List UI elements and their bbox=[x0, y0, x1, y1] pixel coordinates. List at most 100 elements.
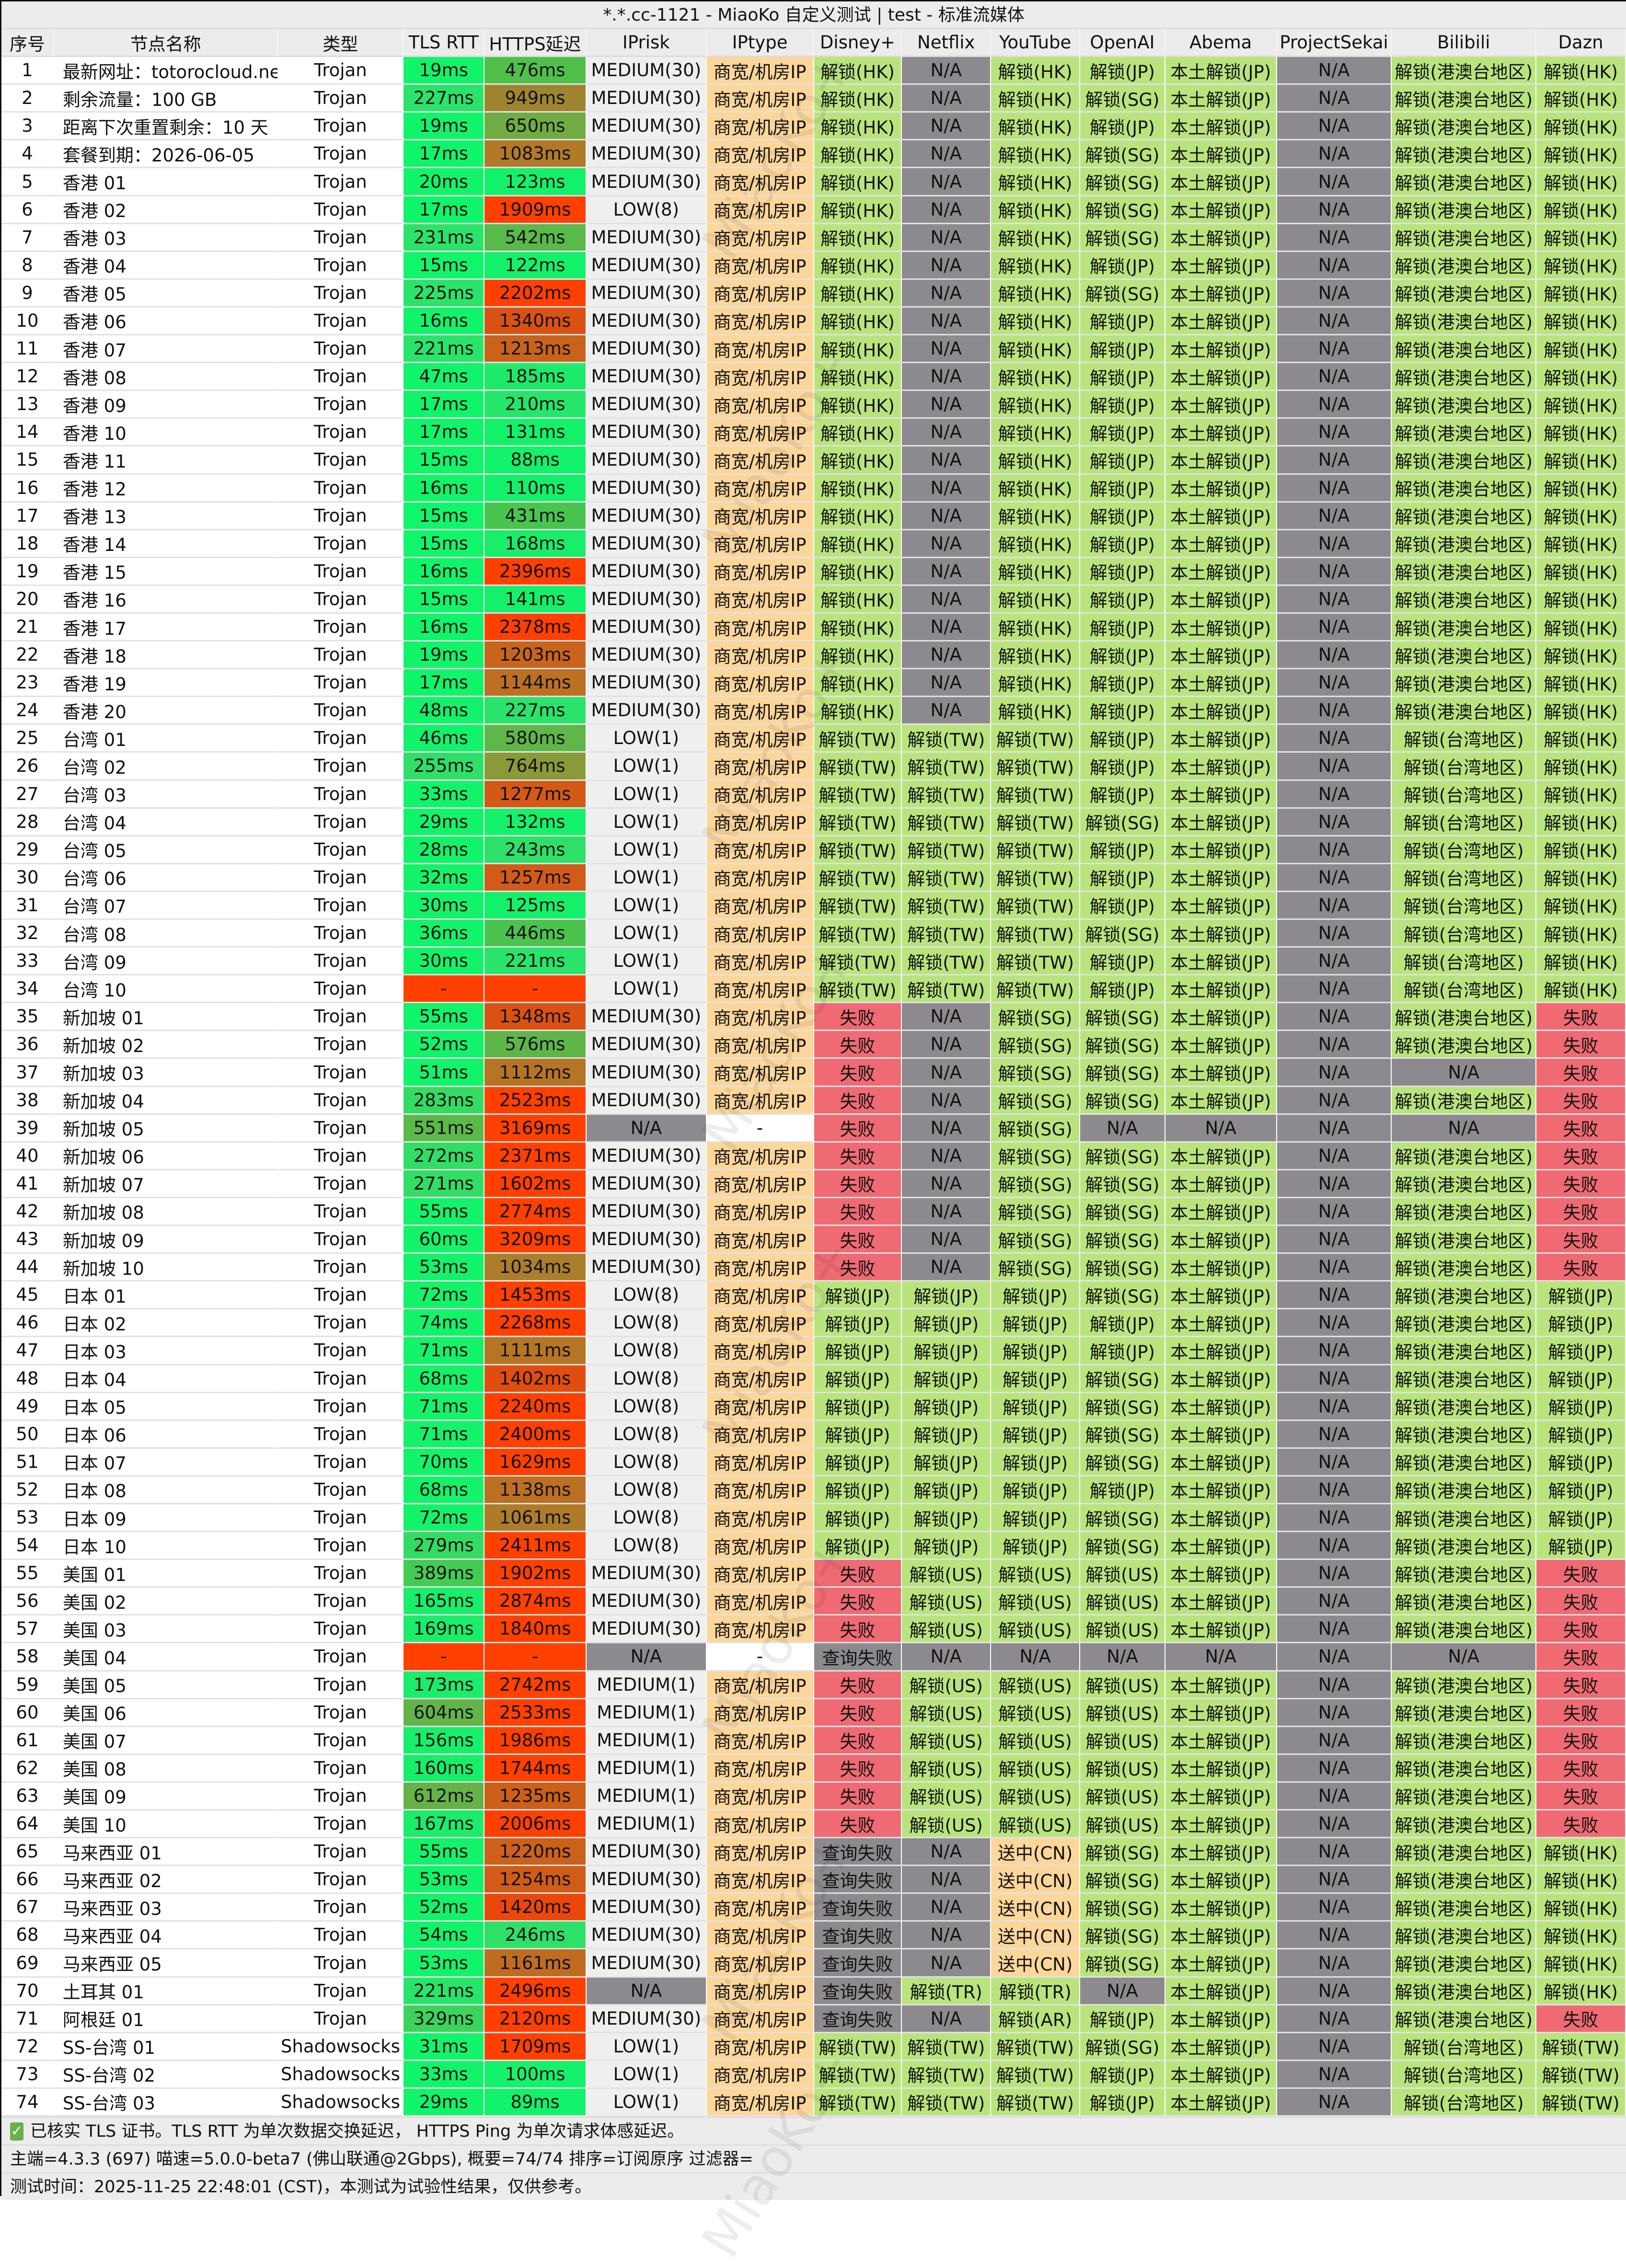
table-row[interactable]: 33 台湾 09 Trojan 30ms 221ms LOW(1) 商宽/机房IP 解锁(TW… bbox=[1, 948, 1626, 976]
column-header-youtube[interactable]: YouTube bbox=[991, 29, 1080, 57]
table-row[interactable]: 26 台湾 02 Trojan 255ms 764ms LOW(1) 商宽/机房IP 解锁(T… bbox=[1, 753, 1626, 781]
table-row[interactable]: 32 台湾 08 Trojan 36ms 446ms LOW(1) 商宽/机房IP 解锁(TW… bbox=[1, 920, 1626, 948]
cell-iptype: 商宽/机房IP bbox=[706, 613, 814, 642]
cell-youtube: 解锁(HK) bbox=[991, 697, 1080, 725]
table-row[interactable]: 68 马来西亚 04 Trojan 54ms 246ms MEDIUM(30) 商宽/机房I… bbox=[1, 1922, 1626, 1950]
table-row[interactable]: 19 香港 15 Trojan 16ms 2396ms MEDIUM(30) 商宽/机房IP… bbox=[1, 558, 1626, 586]
table-row[interactable]: 72 SS-台湾 01 Shadowsocks 31ms 1709ms LOW(1) 商宽/… bbox=[1, 2033, 1626, 2061]
table-row[interactable]: 1 最新网址：totorocloud.net Trojan 19ms 476ms MEDI… bbox=[1, 57, 1626, 85]
table-row[interactable]: 41 新加坡 07 Trojan 271ms 1602ms MEDIUM(30) 商宽/机房… bbox=[1, 1170, 1626, 1198]
table-row[interactable]: 64 美国 10 Trojan 167ms 2006ms MEDIUM(1) 商宽/机房IP… bbox=[1, 1810, 1626, 1839]
table-row[interactable]: 20 香港 16 Trojan 15ms 141ms MEDIUM(30) 商宽/机房IP 解… bbox=[1, 585, 1626, 614]
table-row[interactable]: 37 新加坡 03 Trojan 51ms 1112ms MEDIUM(30) 商宽/机房I… bbox=[1, 1059, 1626, 1087]
cell-netflix: 解锁(US) bbox=[902, 1782, 992, 1810]
cell-index: 57 bbox=[1, 1615, 54, 1644]
table-row[interactable]: 52 日本 08 Trojan 68ms 1138ms LOW(8) 商宽/机房IP 解锁(J… bbox=[1, 1476, 1626, 1504]
table-row[interactable]: 6 香港 02 Trojan 17ms 1909ms LOW(8) 商宽/机房IP 解锁(HK… bbox=[1, 196, 1626, 224]
table-row[interactable]: 60 美国 06 Trojan 604ms 2533ms MEDIUM(1) 商宽/机房IP… bbox=[1, 1699, 1626, 1727]
table-row[interactable]: 31 台湾 07 Trojan 30ms 125ms LOW(1) 商宽/机房IP 解锁(TW… bbox=[1, 892, 1626, 920]
column-header-dazn[interactable]: Dazn bbox=[1536, 29, 1626, 57]
cell-type: Trojan bbox=[278, 1588, 404, 1616]
table-row[interactable]: 55 美国 01 Trojan 389ms 1902ms MEDIUM(30) 商宽/机房I… bbox=[1, 1560, 1626, 1588]
column-header-abema[interactable]: Abema bbox=[1165, 29, 1277, 57]
table-row[interactable]: 13 香港 09 Trojan 17ms 210ms MEDIUM(30) 商宽/机房IP 解… bbox=[1, 391, 1626, 419]
table-row[interactable]: 62 美国 08 Trojan 160ms 1744ms MEDIUM(1) 商宽/机房IP… bbox=[1, 1754, 1626, 1783]
table-row[interactable]: 69 马来西亚 05 Trojan 53ms 1161ms MEDIUM(30) 商宽/机房… bbox=[1, 1949, 1626, 1978]
table-row[interactable]: 36 新加坡 02 Trojan 52ms 576ms MEDIUM(30) 商宽/机房IP… bbox=[1, 1031, 1626, 1059]
column-header-bilibili[interactable]: Bilibili bbox=[1392, 29, 1537, 57]
table-row[interactable]: 17 香港 13 Trojan 15ms 431ms MEDIUM(30) 商宽/机房IP 解… bbox=[1, 502, 1626, 530]
table-row[interactable]: 74 SS-台湾 03 Shadowsocks 29ms 89ms LOW(1) 商宽/机房… bbox=[1, 2088, 1626, 2117]
table-row[interactable]: 46 日本 02 Trojan 74ms 2268ms LOW(8) 商宽/机房IP 解锁(J… bbox=[1, 1309, 1626, 1338]
table-row[interactable]: 57 美国 03 Trojan 169ms 1840ms MEDIUM(30) 商宽/机房I… bbox=[1, 1615, 1626, 1644]
cell-netflix: N/A bbox=[902, 669, 992, 698]
table-row[interactable]: 54 日本 10 Trojan 279ms 2411ms LOW(8) 商宽/机房IP 解锁(… bbox=[1, 1532, 1626, 1560]
column-header-type[interactable]: 类型 bbox=[278, 29, 404, 57]
table-row[interactable]: 65 马来西亚 01 Trojan 55ms 1220ms MEDIUM(30) 商宽/机房… bbox=[1, 1838, 1626, 1867]
table-row[interactable]: 2 剩余流量：100 GB Trojan 227ms 949ms MEDIUM(30) 商宽… bbox=[1, 85, 1626, 113]
table-row[interactable]: 10 香港 06 Trojan 16ms 1340ms MEDIUM(30) 商宽/机房IP… bbox=[1, 307, 1626, 336]
table-row[interactable]: 50 日本 06 Trojan 71ms 2400ms LOW(8) 商宽/机房IP 解锁(J… bbox=[1, 1420, 1626, 1449]
table-row[interactable]: 70 土耳其 01 Trojan 221ms 2496ms N/A 商宽/机房IP 查询失败解… bbox=[1, 1977, 1626, 2005]
table-row[interactable]: 40 新加坡 06 Trojan 272ms 2371ms MEDIUM(30) 商宽/机房… bbox=[1, 1142, 1626, 1170]
table-row[interactable]: 9 香港 05 Trojan 225ms 2202ms MEDIUM(30) 商宽/机房IP… bbox=[1, 279, 1626, 308]
table-row[interactable]: 5 香港 01 Trojan 20ms 123ms MEDIUM(30) 商宽/机房IP 解锁… bbox=[1, 168, 1626, 196]
table-row[interactable]: 43 新加坡 09 Trojan 60ms 3209ms MEDIUM(30) 商宽/机房I… bbox=[1, 1226, 1626, 1254]
column-header-node-name[interactable]: 节点名称 bbox=[54, 29, 278, 57]
column-header-tls-rtt[interactable]: TLS RTT bbox=[404, 29, 485, 57]
table-row[interactable]: 71 阿根廷 01 Trojan 329ms 2120ms MEDIUM(30) 商宽/机房… bbox=[1, 2005, 1626, 2033]
table-row[interactable]: 63 美国 09 Trojan 612ms 1235ms MEDIUM(1) 商宽/机房IP… bbox=[1, 1782, 1626, 1810]
column-header-projectsekai[interactable]: ProjectSekai bbox=[1277, 29, 1392, 57]
table-row[interactable]: 16 香港 12 Trojan 16ms 110ms MEDIUM(30) 商宽/机房IP 解… bbox=[1, 474, 1626, 503]
table-row[interactable]: 34 台湾 10 Trojan - - LOW(1) 商宽/机房IP 解锁(TW) 解锁(TW)… bbox=[1, 975, 1626, 1004]
cell-youtube: 解锁(HK) bbox=[991, 363, 1080, 391]
table-row[interactable]: 7 香港 03 Trojan 231ms 542ms MEDIUM(30) 商宽/机房IP 解… bbox=[1, 224, 1626, 252]
table-row[interactable]: 59 美国 05 Trojan 173ms 2742ms MEDIUM(1) 商宽/机房IP… bbox=[1, 1671, 1626, 1699]
table-row[interactable]: 27 台湾 03 Trojan 33ms 1277ms LOW(1) 商宽/机房IP 解锁(T… bbox=[1, 780, 1626, 809]
table-row[interactable]: 8 香港 04 Trojan 15ms 122ms MEDIUM(30) 商宽/机房IP 解锁… bbox=[1, 252, 1626, 280]
table-row[interactable]: 4 套餐到期：2026-06-05 Trojan 17ms 1083ms MEDIUM(3… bbox=[1, 140, 1626, 169]
table-row[interactable]: 38 新加坡 04 Trojan 283ms 2523ms MEDIUM(30) 商宽/机房… bbox=[1, 1087, 1626, 1115]
column-header-openai[interactable]: OpenAI bbox=[1080, 29, 1165, 57]
table-row[interactable]: 51 日本 07 Trojan 70ms 1629ms LOW(8) 商宽/机房IP 解锁(J… bbox=[1, 1448, 1626, 1477]
table-row[interactable]: 56 美国 02 Trojan 165ms 2874ms MEDIUM(30) 商宽/机房I… bbox=[1, 1588, 1626, 1616]
table-row[interactable]: 15 香港 11 Trojan 15ms 88ms MEDIUM(30) 商宽/机房IP 解锁… bbox=[1, 447, 1626, 475]
table-row[interactable]: 29 台湾 05 Trojan 28ms 243ms LOW(1) 商宽/机房IP 解锁(TW… bbox=[1, 836, 1626, 864]
column-header-iprisk[interactable]: IPrisk bbox=[586, 29, 707, 57]
table-row[interactable]: 47 日本 03 Trojan 71ms 1111ms LOW(8) 商宽/机房IP 解锁(J… bbox=[1, 1337, 1626, 1365]
table-row[interactable]: 66 马来西亚 02 Trojan 53ms 1254ms MEDIUM(30) 商宽/机房… bbox=[1, 1866, 1626, 1894]
cell-index: 31 bbox=[1, 892, 54, 920]
table-row[interactable]: 22 香港 18 Trojan 19ms 1203ms MEDIUM(30) 商宽/机房IP… bbox=[1, 641, 1626, 670]
table-row[interactable]: 23 香港 19 Trojan 17ms 1144ms MEDIUM(30) 商宽/机房IP… bbox=[1, 669, 1626, 698]
table-row[interactable]: 73 SS-台湾 02 Shadowsocks 33ms 100ms LOW(1) 商宽/机… bbox=[1, 2061, 1626, 2089]
column-header-index[interactable]: 序号 bbox=[1, 29, 54, 57]
column-header-https-latency[interactable]: HTTPS延迟 bbox=[484, 29, 587, 57]
table-row[interactable]: 21 香港 17 Trojan 16ms 2378ms MEDIUM(30) 商宽/机房IP… bbox=[1, 613, 1626, 642]
table-row[interactable]: 67 马来西亚 03 Trojan 52ms 1420ms MEDIUM(30) 商宽/机房… bbox=[1, 1894, 1626, 1922]
table-row[interactable]: 44 新加坡 10 Trojan 53ms 1034ms MEDIUM(30) 商宽/机房I… bbox=[1, 1254, 1626, 1282]
table-row[interactable]: 28 台湾 04 Trojan 29ms 132ms LOW(1) 商宽/机房IP 解锁(TW… bbox=[1, 808, 1626, 836]
cell-tls-rtt: 225ms bbox=[404, 279, 485, 308]
table-row[interactable]: 48 日本 04 Trojan 68ms 1402ms LOW(8) 商宽/机房IP 解锁(J… bbox=[1, 1365, 1626, 1393]
cell-youtube: 解锁(JP) bbox=[991, 1532, 1080, 1560]
cell-dazn: 解锁(HK) bbox=[1536, 892, 1626, 920]
table-row[interactable]: 53 日本 09 Trojan 72ms 1061ms LOW(8) 商宽/机房IP 解锁(J… bbox=[1, 1504, 1626, 1533]
table-row[interactable]: 61 美国 07 Trojan 156ms 1986ms MEDIUM(1) 商宽/机房IP… bbox=[1, 1727, 1626, 1755]
table-row[interactable]: 39 新加坡 05 Trojan 551ms 3169ms N/A - 失败 N/A 解锁(SG)… bbox=[1, 1114, 1626, 1143]
table-row[interactable]: 12 香港 08 Trojan 47ms 185ms MEDIUM(30) 商宽/机房IP 解… bbox=[1, 363, 1626, 391]
table-row[interactable]: 58 美国 04 Trojan - - N/A - 查询失败 N/A N/A N/A N/A N/A N/… bbox=[1, 1643, 1626, 1672]
table-row[interactable]: 42 新加坡 08 Trojan 55ms 2774ms MEDIUM(30) 商宽/机房I… bbox=[1, 1198, 1626, 1226]
table-row[interactable]: 3 距离下次重置剩余：10 天 Trojan 19ms 650ms MEDIUM(30) 商… bbox=[1, 113, 1626, 141]
column-header-disney[interactable]: Disney+ bbox=[814, 29, 902, 57]
table-row[interactable]: 35 新加坡 01 Trojan 55ms 1348ms MEDIUM(30) 商宽/机房I… bbox=[1, 1003, 1626, 1031]
table-row[interactable]: 45 日本 01 Trojan 72ms 1453ms LOW(8) 商宽/机房IP 解锁(J… bbox=[1, 1282, 1626, 1310]
table-row[interactable]: 24 香港 20 Trojan 48ms 227ms MEDIUM(30) 商宽/机房IP 解… bbox=[1, 697, 1626, 725]
table-row[interactable]: 25 台湾 01 Trojan 46ms 580ms LOW(1) 商宽/机房IP 解锁(TW… bbox=[1, 725, 1626, 753]
table-row[interactable]: 11 香港 07 Trojan 221ms 1213ms MEDIUM(30) 商宽/机房I… bbox=[1, 335, 1626, 364]
table-row[interactable]: 14 香港 10 Trojan 17ms 131ms MEDIUM(30) 商宽/机房IP 解… bbox=[1, 419, 1626, 447]
column-header-iptype[interactable]: IPtype bbox=[706, 29, 814, 57]
table-row[interactable]: 30 台湾 06 Trojan 32ms 1257ms LOW(1) 商宽/机房IP 解锁(T… bbox=[1, 864, 1626, 892]
table-row[interactable]: 18 香港 14 Trojan 15ms 168ms MEDIUM(30) 商宽/机房IP 解… bbox=[1, 530, 1626, 558]
table-row[interactable]: 49 日本 05 Trojan 71ms 2240ms LOW(8) 商宽/机房IP 解锁(J… bbox=[1, 1393, 1626, 1421]
column-header-netflix[interactable]: Netflix bbox=[902, 29, 992, 57]
